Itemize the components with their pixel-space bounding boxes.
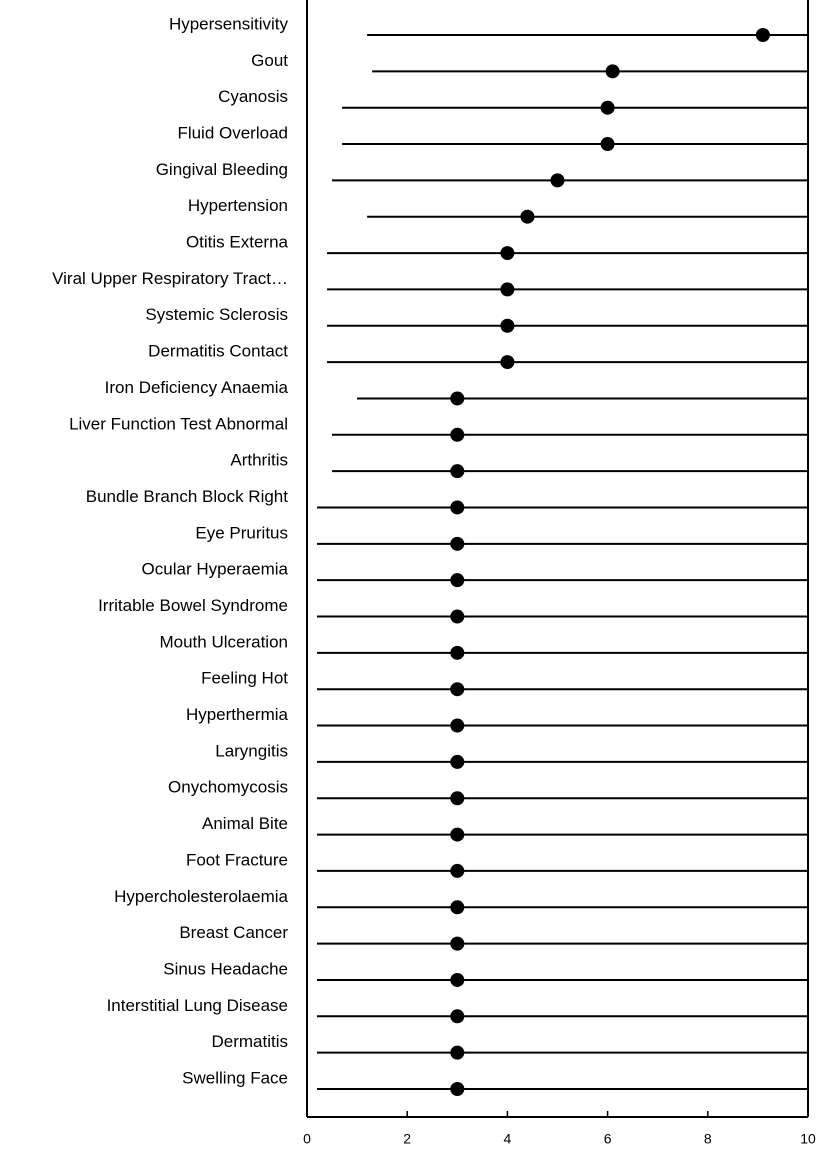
- category-label: Breast Cancer: [179, 923, 288, 942]
- point: [550, 173, 565, 188]
- category-label: Hypertension: [188, 196, 288, 215]
- category-label: Feeling Hot: [201, 669, 288, 688]
- category-label: Animal Bite: [202, 814, 288, 833]
- category-label: Dermatitis Contact: [148, 342, 288, 361]
- point: [450, 1082, 465, 1096]
- point: [450, 391, 465, 406]
- point: [450, 718, 465, 733]
- category-label: Hyperthermia: [186, 705, 289, 724]
- category-label: Dermatitis: [211, 1032, 288, 1051]
- point: [755, 28, 770, 42]
- category-label: Iron Deficiency Anaemia: [105, 378, 289, 397]
- category-label: Ocular Hyperaemia: [142, 560, 289, 579]
- x-tick-label: 10: [800, 1131, 816, 1147]
- category-label: Gout: [251, 51, 288, 70]
- x-tick-label: 2: [403, 1131, 411, 1147]
- category-label: Interstitial Lung Disease: [107, 996, 288, 1015]
- point: [450, 682, 465, 697]
- category-label: Swelling Face: [182, 1068, 288, 1087]
- point: [450, 464, 465, 479]
- category-label: Viral Upper Respiratory Tract…: [52, 269, 288, 288]
- point: [450, 500, 465, 515]
- point: [500, 318, 515, 333]
- point: [605, 64, 620, 79]
- point: [450, 900, 465, 915]
- category-label: Systemic Sclerosis: [145, 305, 288, 324]
- point: [450, 827, 465, 842]
- category-label: Mouth Ulceration: [159, 632, 288, 651]
- point: [450, 754, 465, 769]
- point: [500, 282, 515, 297]
- point: [520, 209, 535, 224]
- x-tick-label: 6: [604, 1131, 612, 1147]
- x-tick-label: 4: [504, 1131, 512, 1147]
- category-label: Arthritis: [230, 451, 288, 470]
- category-label: Hypercholesterolaemia: [114, 887, 288, 906]
- point: [450, 609, 465, 624]
- category-label: Bundle Branch Block Right: [86, 487, 289, 506]
- point: [600, 100, 615, 115]
- point: [450, 972, 465, 987]
- point: [450, 573, 465, 588]
- category-label: Liver Function Test Abnormal: [69, 414, 288, 433]
- category-label: Foot Fracture: [186, 850, 288, 869]
- category-label: Onychomycosis: [168, 778, 288, 797]
- category-label: Sinus Headache: [163, 959, 288, 978]
- category-label: Otitis Externa: [186, 233, 289, 252]
- point: [450, 645, 465, 660]
- point: [450, 791, 465, 806]
- category-label: Eye Pruritus: [195, 523, 288, 542]
- x-tick-label: 8: [704, 1131, 712, 1147]
- x-tick-label: 0: [303, 1131, 311, 1147]
- point: [450, 1009, 465, 1024]
- category-label: Laryngitis: [215, 741, 288, 760]
- category-label: Irritable Bowel Syndrome: [98, 596, 288, 615]
- point: [450, 1045, 465, 1060]
- point: [450, 936, 465, 951]
- category-label: Hypersensitivity: [169, 14, 289, 33]
- category-label: Fluid Overload: [177, 124, 288, 143]
- point: [450, 536, 465, 551]
- point: [500, 246, 515, 261]
- point: [500, 355, 515, 370]
- category-label: Cyanosis: [218, 87, 288, 106]
- point: [600, 137, 615, 152]
- point: [450, 427, 465, 442]
- category-label: Gingival Bleeding: [156, 160, 288, 179]
- point: [450, 863, 465, 878]
